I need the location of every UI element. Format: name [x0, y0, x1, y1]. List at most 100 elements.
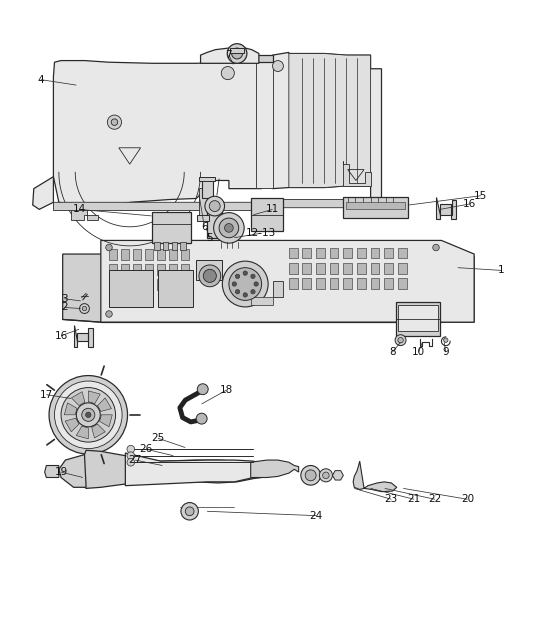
- Text: 27: 27: [129, 455, 142, 465]
- Polygon shape: [74, 325, 93, 347]
- FancyBboxPatch shape: [230, 48, 244, 53]
- Text: 5: 5: [207, 233, 213, 242]
- FancyBboxPatch shape: [157, 249, 165, 259]
- Polygon shape: [353, 461, 397, 492]
- FancyBboxPatch shape: [109, 279, 117, 290]
- Circle shape: [214, 213, 244, 243]
- Circle shape: [76, 403, 100, 427]
- Text: 6: 6: [201, 222, 208, 232]
- Circle shape: [203, 269, 216, 283]
- Circle shape: [229, 268, 262, 300]
- Text: 17: 17: [40, 389, 53, 399]
- Circle shape: [433, 244, 439, 251]
- Circle shape: [235, 274, 240, 278]
- FancyBboxPatch shape: [251, 296, 272, 305]
- Polygon shape: [272, 52, 382, 200]
- FancyBboxPatch shape: [199, 176, 215, 181]
- Text: 10: 10: [412, 347, 425, 357]
- FancyBboxPatch shape: [371, 278, 379, 289]
- Circle shape: [251, 290, 255, 294]
- FancyBboxPatch shape: [133, 264, 141, 275]
- Polygon shape: [45, 465, 59, 477]
- Circle shape: [219, 218, 239, 238]
- FancyBboxPatch shape: [384, 247, 393, 258]
- FancyBboxPatch shape: [398, 247, 407, 258]
- Polygon shape: [76, 426, 88, 439]
- Text: 2: 2: [61, 303, 68, 313]
- Circle shape: [235, 290, 240, 294]
- FancyBboxPatch shape: [181, 249, 189, 259]
- Text: 7: 7: [226, 50, 232, 60]
- Circle shape: [323, 472, 329, 479]
- Circle shape: [111, 119, 118, 126]
- Circle shape: [181, 502, 198, 520]
- Circle shape: [61, 387, 116, 442]
- FancyBboxPatch shape: [181, 279, 189, 290]
- Text: 18: 18: [220, 386, 233, 395]
- Polygon shape: [53, 200, 382, 210]
- FancyBboxPatch shape: [180, 242, 186, 250]
- FancyBboxPatch shape: [330, 247, 338, 258]
- FancyBboxPatch shape: [398, 278, 407, 289]
- Circle shape: [82, 306, 87, 311]
- FancyBboxPatch shape: [302, 263, 311, 274]
- Polygon shape: [256, 55, 272, 188]
- Polygon shape: [92, 424, 105, 438]
- FancyBboxPatch shape: [272, 281, 283, 296]
- FancyBboxPatch shape: [316, 263, 325, 274]
- Text: 25: 25: [152, 433, 165, 443]
- FancyBboxPatch shape: [316, 247, 325, 258]
- FancyBboxPatch shape: [202, 179, 213, 198]
- FancyBboxPatch shape: [133, 249, 141, 259]
- Circle shape: [227, 44, 247, 63]
- Circle shape: [221, 67, 234, 80]
- FancyBboxPatch shape: [109, 271, 153, 308]
- Circle shape: [86, 412, 91, 418]
- FancyBboxPatch shape: [158, 271, 193, 308]
- Circle shape: [82, 408, 95, 421]
- FancyBboxPatch shape: [396, 302, 440, 336]
- Circle shape: [80, 304, 89, 313]
- Circle shape: [433, 311, 439, 317]
- Polygon shape: [436, 197, 456, 219]
- FancyBboxPatch shape: [154, 242, 160, 250]
- Text: 16: 16: [463, 199, 476, 209]
- FancyBboxPatch shape: [289, 263, 298, 274]
- Circle shape: [243, 293, 247, 297]
- Text: 19: 19: [54, 467, 68, 477]
- Circle shape: [199, 265, 221, 287]
- Text: 16: 16: [54, 331, 68, 341]
- Circle shape: [127, 445, 135, 453]
- Polygon shape: [59, 455, 86, 487]
- Polygon shape: [33, 176, 53, 209]
- Circle shape: [49, 376, 128, 454]
- Text: 12-13: 12-13: [245, 229, 276, 239]
- FancyBboxPatch shape: [302, 247, 311, 258]
- Text: 21: 21: [408, 494, 421, 504]
- FancyBboxPatch shape: [169, 249, 177, 259]
- Polygon shape: [88, 391, 100, 404]
- FancyBboxPatch shape: [357, 278, 366, 289]
- FancyBboxPatch shape: [384, 263, 393, 274]
- Circle shape: [106, 311, 112, 317]
- FancyBboxPatch shape: [121, 249, 129, 259]
- FancyBboxPatch shape: [384, 278, 393, 289]
- FancyBboxPatch shape: [357, 247, 366, 258]
- Circle shape: [305, 470, 316, 481]
- FancyBboxPatch shape: [343, 247, 352, 258]
- Circle shape: [301, 465, 320, 485]
- FancyBboxPatch shape: [330, 278, 338, 289]
- Circle shape: [232, 282, 237, 286]
- Circle shape: [254, 282, 258, 286]
- FancyBboxPatch shape: [330, 263, 338, 274]
- Circle shape: [251, 274, 255, 278]
- FancyBboxPatch shape: [316, 278, 325, 289]
- FancyBboxPatch shape: [197, 215, 209, 221]
- FancyBboxPatch shape: [343, 278, 352, 289]
- FancyBboxPatch shape: [157, 279, 165, 290]
- Text: 23: 23: [385, 494, 398, 504]
- FancyBboxPatch shape: [207, 208, 222, 238]
- Polygon shape: [332, 470, 343, 480]
- Circle shape: [272, 60, 283, 72]
- Text: 8: 8: [389, 347, 396, 357]
